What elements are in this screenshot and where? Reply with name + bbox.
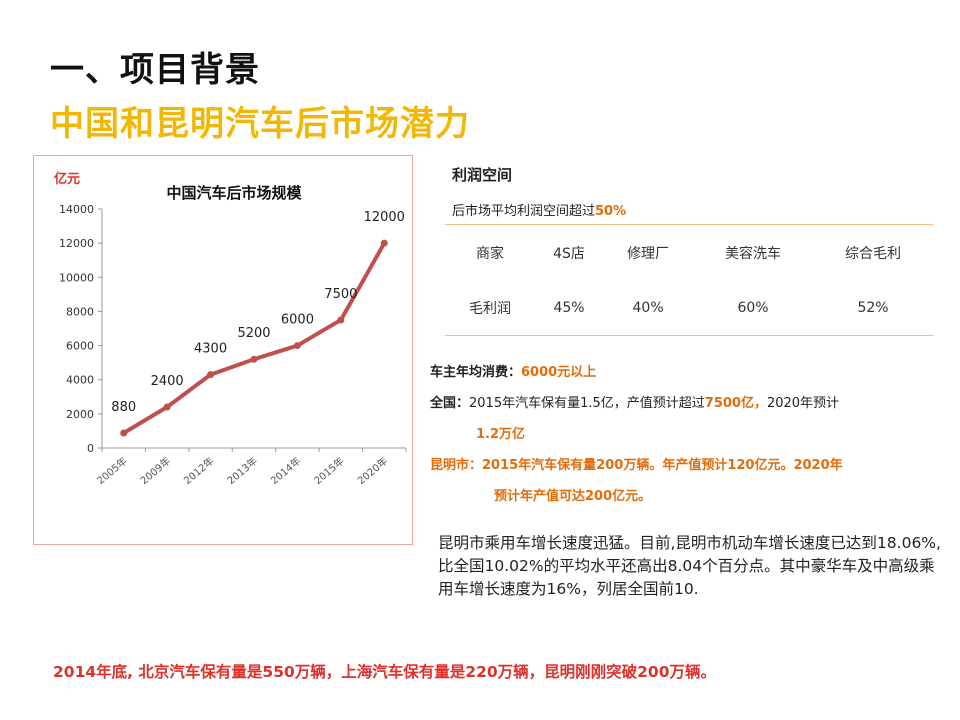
data-label: 12000 [364, 210, 405, 225]
x-tick-label: 2012年 [181, 454, 217, 487]
table-cell: 40% [603, 280, 694, 336]
data-point [163, 403, 171, 411]
data-label: 4300 [194, 342, 227, 357]
data-label: 5200 [237, 326, 270, 341]
data-label: 880 [111, 400, 136, 415]
x-tick-label: 2009年 [138, 454, 174, 487]
data-label: 6000 [281, 313, 314, 328]
consumption-line: 车主年均消费：6000元以上 [430, 361, 596, 380]
table-cell: 45% [534, 280, 604, 336]
data-point [380, 239, 388, 247]
table-cell: 52% [813, 280, 933, 336]
x-tick-label: 2013年 [224, 454, 260, 487]
y-tick-label: 0 [87, 442, 94, 455]
y-tick-label: 2000 [66, 408, 94, 421]
x-tick-label: 2020年 [355, 454, 391, 487]
y-tick-label: 6000 [66, 340, 94, 353]
y-tick-label: 10000 [59, 271, 94, 284]
data-point [250, 355, 258, 363]
consumption-label: 车主年均消费： [430, 365, 522, 380]
national-text: 2015年汽车保有量1.5亿，产值预计超过 [469, 396, 705, 411]
chart-title: 中国汽车后市场规模 [166, 184, 302, 202]
table-cell: 毛利润 [445, 280, 535, 336]
data-label: 7500 [324, 287, 357, 302]
kunming-line-2: 预计年产值可达200亿元。 [494, 489, 652, 504]
x-tick-label: 2015年 [311, 454, 347, 487]
national-label: 全国： [430, 396, 470, 411]
kunming-line: 昆明市：2015年汽车保有量200万辆。年产值预计120亿元。2020年 [430, 458, 843, 473]
table-header-cell: 综合毛利 [813, 224, 933, 280]
x-tick-label: 2014年 [268, 454, 304, 487]
y-tick-label: 8000 [66, 305, 94, 318]
table-header-row: 商家 4S店 修理厂 美容洗车 综合毛利 [445, 224, 933, 280]
profit-summary-value: 50% [595, 204, 627, 219]
data-point [207, 371, 215, 379]
data-label: 2400 [151, 374, 184, 389]
table-row: 毛利润 45% 40% 60% 52% [445, 280, 933, 336]
table-header-cell: 修理厂 [603, 224, 694, 280]
growth-paragraph: 昆明市乘用车增长速度迅猛。目前,昆明市机动车增长速度已达到18.06%,比全国1… [438, 534, 941, 598]
data-point [293, 342, 301, 350]
data-point [120, 429, 128, 437]
y-tick-label: 14000 [59, 203, 94, 216]
national-value-2: 1.2万亿 [476, 427, 526, 442]
consumption-value: 6000元以上 [521, 365, 597, 380]
chart-panel: 亿元中国汽车后市场规模 0 2000 4000 6000 8000 10000 12000 14… [33, 155, 413, 545]
national-value: 7500亿， [704, 396, 767, 411]
national-line: 全国：2015年汽车保有量1.5亿，产值预计超过7500亿，2020年预计 [430, 392, 839, 411]
page-title: 一、项目背景 [50, 50, 260, 90]
profit-table: 商家 4S店 修理厂 美容洗车 综合毛利 毛利润 45% 40% 60% 52% [445, 224, 933, 336]
data-point [337, 316, 345, 324]
y-tick-label: 12000 [59, 237, 94, 250]
page-subtitle: 中国和昆明汽车后市场潜力 [50, 104, 470, 144]
national-text-2: 2020年预计 [766, 396, 840, 411]
table-cell: 60% [693, 280, 813, 336]
x-tick-label: 2005年 [94, 454, 130, 487]
profit-summary-text: 后市场平均利润空间超过 [452, 204, 596, 219]
profit-summary: 后市场平均利润空间超过50% [452, 200, 626, 219]
chart-unit-label: 亿元 [54, 171, 80, 187]
bottom-note: 2014年底, 北京汽车保有量是550万辆，上海汽车保有量是220万辆，昆明刚刚… [53, 663, 716, 681]
table-header-cell: 美容洗车 [693, 224, 813, 280]
profit-section-title: 利润空间 [452, 166, 513, 184]
table-header-cell: 商家 [445, 224, 535, 280]
table-header-cell: 4S店 [534, 224, 604, 280]
y-tick-label: 4000 [66, 374, 94, 387]
